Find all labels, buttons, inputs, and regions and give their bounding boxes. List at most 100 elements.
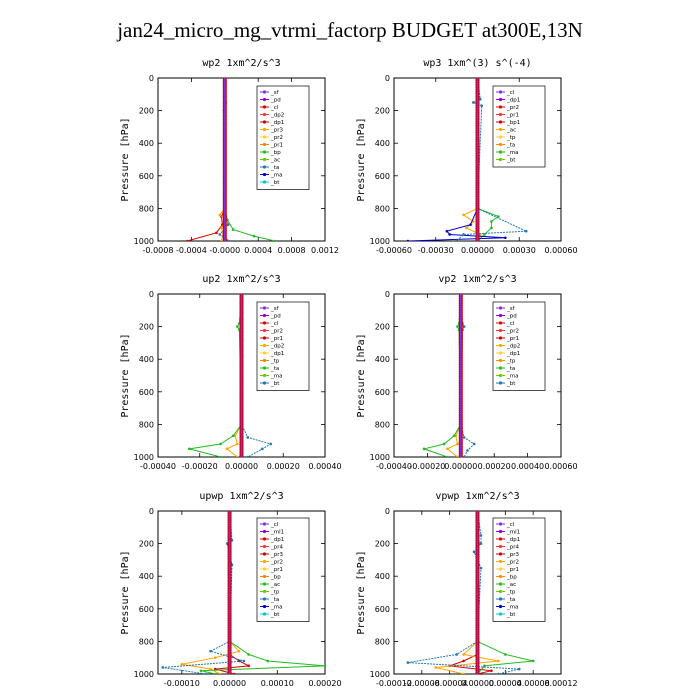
legend-marker xyxy=(262,589,267,594)
series-point-pr2 xyxy=(225,447,229,451)
series-point-ta xyxy=(472,101,475,104)
legend-label: _pr3 xyxy=(270,128,284,134)
series-point-cl xyxy=(490,669,493,673)
legend-marker xyxy=(262,112,267,117)
y-axis-label: Pressure [hPa] xyxy=(120,117,131,201)
legend-label: _ta xyxy=(270,165,279,171)
plot-frame xyxy=(393,293,562,458)
legend-marker xyxy=(498,343,503,348)
series-point-ta xyxy=(455,653,458,656)
series-point-ta xyxy=(226,223,230,226)
legend-marker xyxy=(498,373,503,378)
series-point-ta xyxy=(261,447,264,451)
x-tick-label: 0.00004 xyxy=(489,679,522,688)
legend-label: _pr2 xyxy=(506,560,519,566)
y-tick-label: 800 xyxy=(139,637,154,646)
legend-marker xyxy=(262,537,267,541)
legend-marker xyxy=(262,306,267,310)
series-point-tp xyxy=(448,233,451,236)
legend-label: _sf xyxy=(270,306,280,312)
series-point-dp1 xyxy=(219,442,222,446)
series-point-pr2 xyxy=(218,672,222,674)
legend-marker xyxy=(262,142,267,147)
legend-marker xyxy=(262,366,267,370)
series-point-dp1 xyxy=(220,239,223,241)
legend-label: _cl xyxy=(506,90,515,96)
series-line-tp xyxy=(407,78,506,241)
series-line-dp1 xyxy=(189,294,243,457)
legend-marker xyxy=(262,373,267,378)
legend-marker xyxy=(262,165,267,169)
series-point-ta xyxy=(480,104,483,108)
x-tick-label: 0.00040 xyxy=(308,462,341,471)
legend-marker xyxy=(498,328,503,333)
chart-panel-4: upwp 1xm^2/s^3 0 200 400 600 800 1000 Pressure … xyxy=(120,491,342,688)
x-tick-label: 0.00020 xyxy=(267,462,300,471)
legend-label: _bp xyxy=(506,575,517,581)
series-point-tp xyxy=(406,239,410,241)
series-point-cl xyxy=(215,231,218,235)
series-point-tp xyxy=(504,236,507,240)
x-tick-label: -0.00060 xyxy=(376,246,412,255)
chart-title: vp2 1xm^2/s^3 xyxy=(438,274,516,285)
chart-panel-2: up2 1xm^2/s^3 0 200 400 600 800 1000 Pressure [… xyxy=(120,274,342,471)
y-tick-label: 800 xyxy=(375,637,390,646)
legend-marker xyxy=(262,559,267,564)
legend-label: _ta xyxy=(270,366,279,372)
legend-marker xyxy=(262,180,267,184)
legend-marker xyxy=(498,135,503,139)
series-point-pr2 xyxy=(456,455,459,457)
legend-label: _bt xyxy=(506,158,516,164)
series-point-dp1 xyxy=(462,213,465,217)
legend-label: _ta xyxy=(270,597,279,603)
page-title: jan24_micro_mg_vtrmi_factorp BUDGET at30… xyxy=(117,18,583,42)
legend-marker xyxy=(262,358,267,363)
legend-label: _ma xyxy=(506,605,518,611)
x-tick-label: 0.00000 xyxy=(461,246,494,255)
series-point-ta xyxy=(246,455,250,457)
y-tick-label: 400 xyxy=(375,572,390,581)
legend-marker xyxy=(262,105,267,109)
x-tick-label: -0.00004 xyxy=(432,679,468,688)
x-tick-label: -0.00012 xyxy=(376,679,412,688)
y-tick-label: 600 xyxy=(139,172,154,181)
x-tick-label: 0.0012 xyxy=(311,246,339,255)
series-point-dp1 xyxy=(231,434,235,438)
legend-label: _pr1 xyxy=(506,567,519,573)
series-point-ac xyxy=(273,239,277,241)
legend-marker xyxy=(262,90,267,94)
series-point-cl xyxy=(233,672,236,674)
x-tick-label: 0.00000 xyxy=(461,679,494,688)
legend-label: _cl xyxy=(506,321,515,327)
series-point-tp xyxy=(469,223,472,226)
legend-label: _sf xyxy=(270,90,280,96)
series-line-ta xyxy=(460,294,475,457)
chart-title: up2 1xm^2/s^3 xyxy=(202,274,280,285)
y-tick-label: 600 xyxy=(375,172,390,181)
legend-label: _pr2 xyxy=(270,135,283,141)
y-tick-label: 600 xyxy=(375,388,390,397)
legend-marker xyxy=(498,142,503,147)
x-tick-label: 0.00010 xyxy=(261,679,294,688)
series-point-pr2 xyxy=(209,667,212,671)
chart-title: vpwp 1xm^2/s^3 xyxy=(435,491,519,502)
legend-label: _pd xyxy=(270,314,281,320)
y-tick-label: 1000 xyxy=(370,670,390,679)
legend-label: _ml1 xyxy=(506,530,520,536)
series-point-pr2 xyxy=(213,656,217,659)
legend-label: _cl xyxy=(506,522,515,528)
x-tick-label: 0.00030 xyxy=(503,246,536,255)
y-tick-label: 1000 xyxy=(134,453,154,462)
series-point-ac xyxy=(231,228,235,231)
chart-panel-3: vp2 1xm^2/s^3 0 200 400 600 800 1000 Pressure [… xyxy=(356,274,578,471)
y-tick-label: 0 xyxy=(385,507,390,516)
chart-panel-1: wp3 1xm^(3) s^(-4) 0 200 400 600 800 1000 Press… xyxy=(356,58,578,255)
legend-marker xyxy=(498,336,503,340)
series-point-ta xyxy=(472,442,476,446)
legend-marker xyxy=(498,157,503,162)
series-point-ta xyxy=(466,449,469,452)
series-point-dp1 xyxy=(456,325,459,328)
series-point-ta xyxy=(462,233,465,236)
plot-frame xyxy=(157,510,326,675)
chart-title: wp3 1xm^(3) s^(-4) xyxy=(423,58,531,69)
